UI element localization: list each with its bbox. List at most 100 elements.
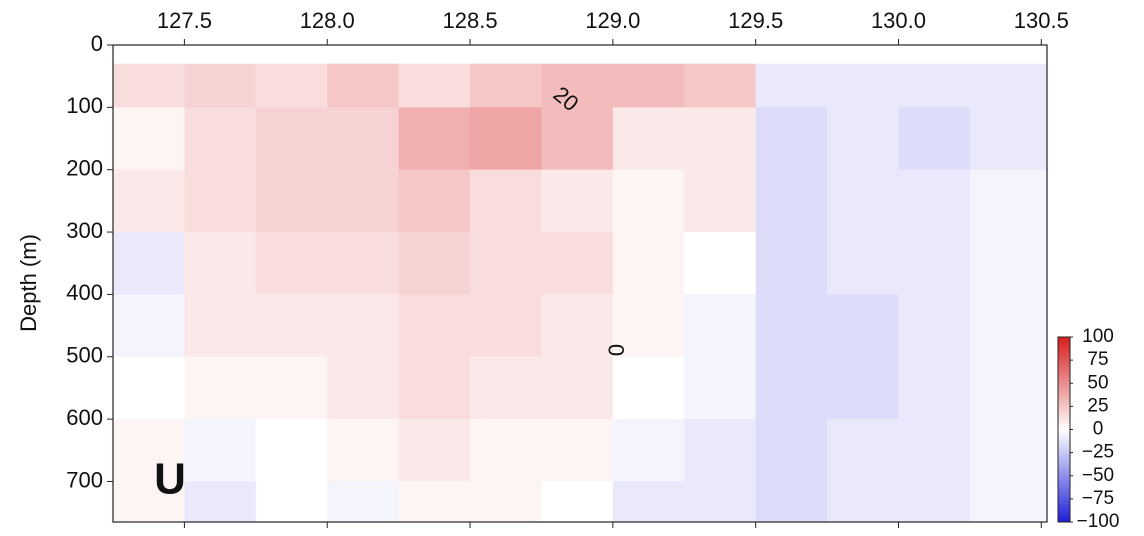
colorbar-tick-label: 50 [1087,372,1108,393]
heatmap-cell [969,481,1048,523]
colorbar-band [1058,444,1070,449]
colorbar-band [1058,472,1070,477]
colorbar-band [1058,352,1070,356]
heatmap-cell [612,63,685,108]
heatmap-cell [470,107,542,171]
heatmap-cell [327,419,400,482]
heatmap-cell [898,356,971,420]
heatmap-cell [113,232,185,295]
heatmap-cell [612,481,685,523]
heatmap-cell [827,107,899,171]
colorbar-band [1058,364,1070,369]
heatmap-cell [827,169,899,233]
colorbar-tick-label: −100 [1077,511,1120,531]
heatmap-cell [184,294,257,358]
heatmap-cell [755,419,828,482]
heatmap-cell [898,481,971,523]
y-tick-label: 0 [91,31,103,56]
colorbar-band [1058,466,1070,471]
colorbar-band [1058,432,1070,437]
heatmap-cell [755,107,828,171]
colorbar-band [1058,457,1070,461]
heatmap [113,63,1048,523]
colorbar-band [1058,337,1070,341]
heatmap-cell [541,107,614,171]
heatmap-cell [398,419,471,482]
heatmap-cell [684,107,757,171]
heatmap-cell [184,232,257,295]
heatmap-cell [327,294,400,358]
heatmap-cell [255,232,328,295]
colorbar-band [1058,478,1070,483]
heatmap-cell [827,294,899,358]
colorbar-band [1058,417,1070,421]
heatmap-cell [184,419,257,482]
colorbar-band [1058,426,1070,430]
x-tick-label: 130.0 [871,8,926,33]
colorbar-band [1058,448,1070,452]
heatmap-cell [398,481,471,523]
heatmap-cell [898,63,971,108]
y-tick-label: 100 [66,93,103,118]
x-tick-label: 130.5 [1014,8,1069,33]
colorbar-band [1058,503,1070,508]
heatmap-cell [898,107,971,171]
heatmap-cell [113,481,185,523]
heatmap-cell [755,232,828,295]
heatmap-cell [684,63,757,108]
heatmap-cell [113,419,185,482]
plot-frame [112,44,1048,523]
heatmap-cell [684,356,757,420]
heatmap-cell [255,356,328,420]
heatmap-cell [255,294,328,358]
colorbar-band [1058,389,1070,393]
heatmap-cell [184,107,257,171]
colorbar-band [1058,420,1070,424]
colorbar-tick-label: 25 [1087,395,1108,416]
colorbar-tick-label: −50 [1082,465,1114,486]
heatmap-cell [755,356,828,420]
heatmap-cell [541,481,614,523]
heatmap-cell [113,63,185,108]
colorbar-band [1058,377,1070,381]
heatmap-cell [184,356,257,420]
heatmap-cell [827,356,899,420]
colorbar-band [1058,509,1070,514]
heatmap-cell [184,481,257,523]
colorbar-band [1058,491,1070,495]
x-tick-label: 128.0 [300,8,355,33]
heatmap-cell [470,63,542,108]
colorbar-band [1058,380,1070,384]
heatmap-cell [898,419,971,482]
heatmap-cell [755,294,828,358]
x-tick-label: 129.5 [728,8,783,33]
heatmap-cell [541,419,614,482]
contour-label: 0 [604,344,629,356]
x-tick-label: 127.5 [157,8,212,33]
y-tick-label: 300 [66,218,103,243]
colorbar-tick-label: 0 [1093,419,1104,440]
colorbar-band [1058,374,1070,378]
heatmap-cell [969,63,1048,108]
heatmap-cell [541,169,614,233]
heatmap-cell [898,169,971,233]
colorbar-band [1058,463,1070,467]
colorbar-band [1058,475,1070,480]
heatmap-cell [827,232,899,295]
heatmap-cell [755,481,828,523]
colorbar-band [1058,401,1070,406]
heatmap-cell [327,232,400,295]
heatmap-cell [612,232,685,295]
panel-label: U [154,455,186,504]
heatmap-cell [327,63,400,108]
x-tick-label: 128.5 [443,8,498,33]
heatmap-cell [113,294,185,358]
heatmap-cell [327,481,400,523]
colorbar-band [1058,485,1070,489]
colorbar-band [1058,423,1070,427]
colorbar-band [1058,358,1070,363]
colorbar-band [1058,506,1070,511]
y-axis-label: Depth (m) [16,234,41,332]
